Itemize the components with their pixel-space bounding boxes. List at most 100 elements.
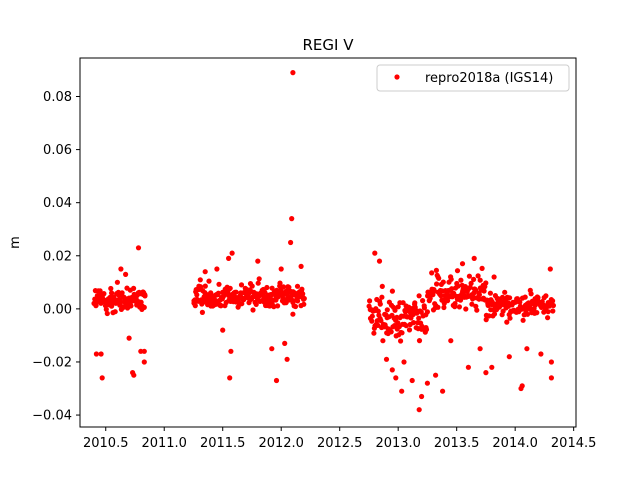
data-point xyxy=(519,383,525,389)
data-point xyxy=(506,354,512,360)
data-point xyxy=(379,283,385,289)
data-point xyxy=(424,309,430,315)
data-point xyxy=(375,308,381,314)
data-point xyxy=(112,309,118,315)
data-point xyxy=(475,273,481,279)
data-point xyxy=(233,289,239,295)
data-point xyxy=(376,258,383,264)
data-point xyxy=(380,338,386,344)
data-point xyxy=(369,318,375,324)
data-point xyxy=(103,306,109,312)
x-tick-label: 2012.0 xyxy=(258,436,304,451)
data-point xyxy=(452,301,458,307)
data-point xyxy=(409,377,415,384)
data-point xyxy=(502,289,508,295)
data-point xyxy=(471,255,477,261)
data-point xyxy=(416,338,423,344)
data-point xyxy=(295,298,301,304)
data-point xyxy=(290,311,296,317)
data-point xyxy=(440,279,446,285)
data-point xyxy=(206,278,212,284)
data-point xyxy=(269,285,275,291)
data-point xyxy=(403,323,409,329)
data-point xyxy=(416,407,422,413)
data-point xyxy=(375,322,381,328)
data-point xyxy=(395,304,401,310)
data-point xyxy=(504,319,510,325)
y-tick-label: 0.08 xyxy=(43,90,72,105)
data-point xyxy=(141,348,147,354)
data-point xyxy=(468,280,474,286)
plot-frame xyxy=(79,57,577,428)
y-tick-label: 0.02 xyxy=(43,249,72,264)
data-point xyxy=(298,263,304,269)
data-point xyxy=(384,307,390,313)
data-point xyxy=(255,258,261,264)
data-point xyxy=(507,315,513,321)
data-point xyxy=(434,281,440,287)
data-point xyxy=(141,359,147,365)
data-point xyxy=(489,364,495,370)
data-point xyxy=(108,285,114,292)
data-point xyxy=(399,330,405,336)
data-point xyxy=(483,317,489,323)
data-point xyxy=(435,304,441,310)
data-point xyxy=(227,285,233,291)
x-tick-label: 2011.5 xyxy=(200,436,246,451)
data-point xyxy=(416,315,422,321)
x-tick-label: 2010.5 xyxy=(83,436,129,451)
data-point xyxy=(123,271,129,277)
data-point xyxy=(226,255,232,261)
data-point xyxy=(383,356,390,362)
data-point xyxy=(440,388,446,394)
data-point xyxy=(392,307,398,313)
data-point xyxy=(286,284,292,290)
data-point xyxy=(273,377,280,384)
legend-label: repro2018a (IGS14) xyxy=(425,71,553,86)
data-point xyxy=(471,276,477,282)
data-point xyxy=(216,281,222,287)
data-point xyxy=(491,311,498,317)
data-point xyxy=(545,309,551,315)
data-point xyxy=(459,261,466,267)
data-point xyxy=(278,266,284,272)
data-point xyxy=(483,370,489,376)
data-point xyxy=(406,327,413,333)
data-point xyxy=(128,303,134,309)
data-point xyxy=(534,310,540,316)
data-point xyxy=(97,288,103,294)
data-point xyxy=(474,307,480,313)
data-point xyxy=(269,346,275,352)
x-tick-label: 2012.5 xyxy=(317,436,363,451)
data-point xyxy=(192,303,198,309)
data-point xyxy=(249,283,255,289)
data-point xyxy=(448,338,454,344)
data-point xyxy=(275,303,281,309)
data-point xyxy=(131,285,137,291)
data-point xyxy=(433,267,439,273)
data-point xyxy=(255,280,261,286)
data-point xyxy=(547,266,553,272)
data-point xyxy=(458,277,464,283)
data-point xyxy=(441,304,447,311)
x-tick-label: 2011.0 xyxy=(141,436,187,451)
data-point xyxy=(197,277,203,283)
data-point xyxy=(202,283,208,289)
data-point xyxy=(98,351,104,357)
data-point xyxy=(483,280,489,286)
data-point xyxy=(423,326,430,333)
data-point xyxy=(238,282,245,288)
data-point xyxy=(215,290,221,296)
data-point xyxy=(438,293,444,299)
data-point xyxy=(93,351,99,357)
data-point xyxy=(469,301,475,307)
data-point xyxy=(454,268,461,274)
data-point xyxy=(400,300,406,306)
data-point xyxy=(463,306,469,312)
data-point xyxy=(101,291,107,297)
data-point xyxy=(239,301,245,307)
data-point xyxy=(367,298,373,304)
data-point xyxy=(545,315,551,321)
data-point xyxy=(455,283,461,289)
